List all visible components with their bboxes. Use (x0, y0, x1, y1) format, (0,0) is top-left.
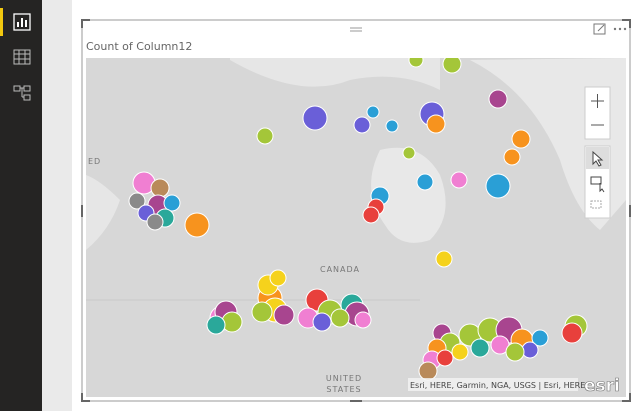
attribution-bg (408, 378, 578, 391)
location-bubble[interactable] (251, 301, 273, 323)
location-bubble[interactable] (442, 55, 462, 74)
location-bubble[interactable] (531, 329, 549, 347)
data-view-icon[interactable] (13, 49, 31, 65)
location-bubble[interactable] (256, 127, 274, 145)
location-bubble[interactable] (488, 89, 508, 109)
lasso-tool[interactable] (590, 200, 602, 209)
location-bubble[interactable] (269, 269, 287, 287)
location-bubble[interactable] (402, 146, 416, 160)
location-bubble[interactable] (302, 105, 328, 131)
model-view-icon[interactable] (13, 85, 31, 101)
more-options[interactable] (613, 27, 627, 31)
location-bubble[interactable] (273, 304, 295, 326)
location-bubble[interactable] (128, 192, 146, 210)
location-bubble[interactable] (184, 212, 210, 238)
location-bubble[interactable] (330, 308, 350, 328)
location-bubble[interactable] (561, 322, 583, 344)
location-bubble[interactable] (163, 194, 181, 212)
rect-select-tool[interactable] (590, 176, 605, 193)
location-bubble[interactable] (418, 361, 438, 381)
visual-title: Count of Column12 (86, 40, 192, 53)
zoom-controls (584, 86, 611, 219)
sidebar (0, 0, 42, 411)
location-bubble[interactable] (426, 114, 446, 134)
location-bubble[interactable] (385, 119, 399, 133)
location-bubble[interactable] (353, 116, 371, 134)
sidebar-icons (0, 8, 31, 101)
location-bubble[interactable] (408, 53, 424, 68)
location-bubble[interactable] (503, 148, 521, 166)
location-bubble[interactable] (146, 213, 164, 231)
report-view-icon[interactable] (13, 13, 31, 31)
hudson-bay (371, 147, 446, 243)
zoom-in[interactable] (591, 94, 604, 108)
location-bubble[interactable] (312, 312, 332, 332)
map-label: UNITED (326, 374, 362, 383)
pacific (86, 175, 120, 250)
location-bubble[interactable] (150, 178, 170, 198)
location-bubble[interactable] (485, 173, 511, 199)
location-bubble[interactable] (354, 311, 372, 329)
map-label: STATES (326, 385, 361, 394)
location-bubble[interactable] (450, 171, 468, 189)
location-bubble[interactable] (362, 206, 380, 224)
location-bubble[interactable] (206, 315, 226, 335)
active-indicator (0, 8, 3, 36)
location-bubble[interactable] (366, 105, 380, 119)
resize-handles[interactable] (81, 19, 631, 402)
location-bubble[interactable] (521, 341, 539, 359)
pointer-tool[interactable] (592, 150, 604, 167)
map-label: ED (88, 157, 101, 166)
location-bubble[interactable] (470, 338, 490, 358)
map-label: CANADA (320, 265, 360, 274)
arctic-water (230, 58, 440, 90)
location-bubble[interactable] (511, 129, 531, 149)
focus-mode-icon[interactable] (593, 23, 606, 35)
bubble-layer (128, 53, 588, 381)
location-bubble[interactable] (505, 342, 525, 362)
location-bubble[interactable] (435, 250, 453, 268)
location-bubble[interactable] (436, 349, 454, 367)
location-bubble[interactable] (416, 173, 434, 191)
map: CANADA UNITED STATES ED Esri, HERE, Garm… (86, 53, 626, 397)
esri-logo: esri (584, 376, 620, 396)
location-bubble[interactable] (451, 343, 469, 361)
attribution: Esri, HERE, Garmin, NGA, USGS | Esri, HE… (410, 381, 585, 390)
